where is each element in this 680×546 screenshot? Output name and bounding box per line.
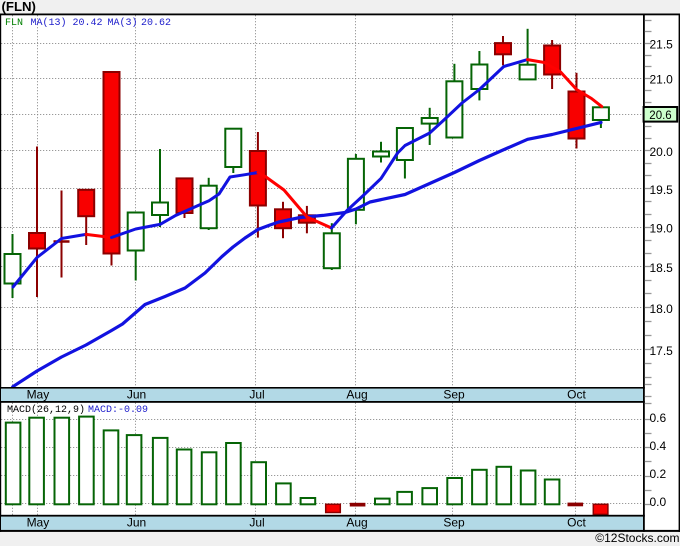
svg-text:Jul: Jul — [249, 516, 264, 530]
svg-text:0.4: 0.4 — [650, 439, 667, 453]
svg-text:Oct: Oct — [567, 516, 586, 530]
svg-text:May: May — [27, 516, 50, 530]
svg-text:20.6: 20.6 — [649, 110, 671, 122]
svg-text:(FLN): (FLN) — [2, 0, 36, 14]
svg-text:Oct: Oct — [567, 388, 586, 402]
svg-text:Jun: Jun — [127, 516, 146, 530]
svg-text:0.0: 0.0 — [650, 495, 667, 509]
svg-text:May: May — [27, 388, 50, 402]
svg-text:MACD(26,12,9): MACD(26,12,9) — [7, 404, 85, 416]
svg-text:21.5: 21.5 — [650, 37, 674, 51]
svg-text:18.5: 18.5 — [650, 261, 674, 275]
svg-text:Aug: Aug — [346, 516, 367, 530]
svg-text:17.5: 17.5 — [650, 344, 674, 358]
svg-text:MA(13): MA(13) — [31, 17, 67, 29]
svg-text:20.62: 20.62 — [141, 18, 171, 29]
svg-text:18.0: 18.0 — [650, 302, 674, 316]
svg-text:MACD:-0.09: MACD:-0.09 — [88, 405, 148, 416]
svg-text:©12Stocks.com: ©12Stocks.com — [595, 531, 679, 545]
svg-text:20.42: 20.42 — [73, 18, 103, 29]
svg-text:19.5: 19.5 — [650, 183, 674, 197]
svg-text:19.0: 19.0 — [650, 222, 674, 236]
svg-text:Sep: Sep — [443, 516, 465, 530]
svg-text:MA(3): MA(3) — [108, 17, 138, 29]
svg-text:Aug: Aug — [346, 388, 367, 402]
svg-text:21.0: 21.0 — [650, 72, 674, 86]
svg-text:FLN: FLN — [5, 18, 23, 29]
svg-text:Jul: Jul — [249, 388, 264, 402]
svg-text:Jun: Jun — [127, 388, 146, 402]
svg-text:20.0: 20.0 — [650, 145, 674, 159]
svg-text:Sep: Sep — [443, 388, 465, 402]
svg-text:0.6: 0.6 — [650, 411, 667, 425]
svg-text:0.2: 0.2 — [650, 467, 667, 481]
